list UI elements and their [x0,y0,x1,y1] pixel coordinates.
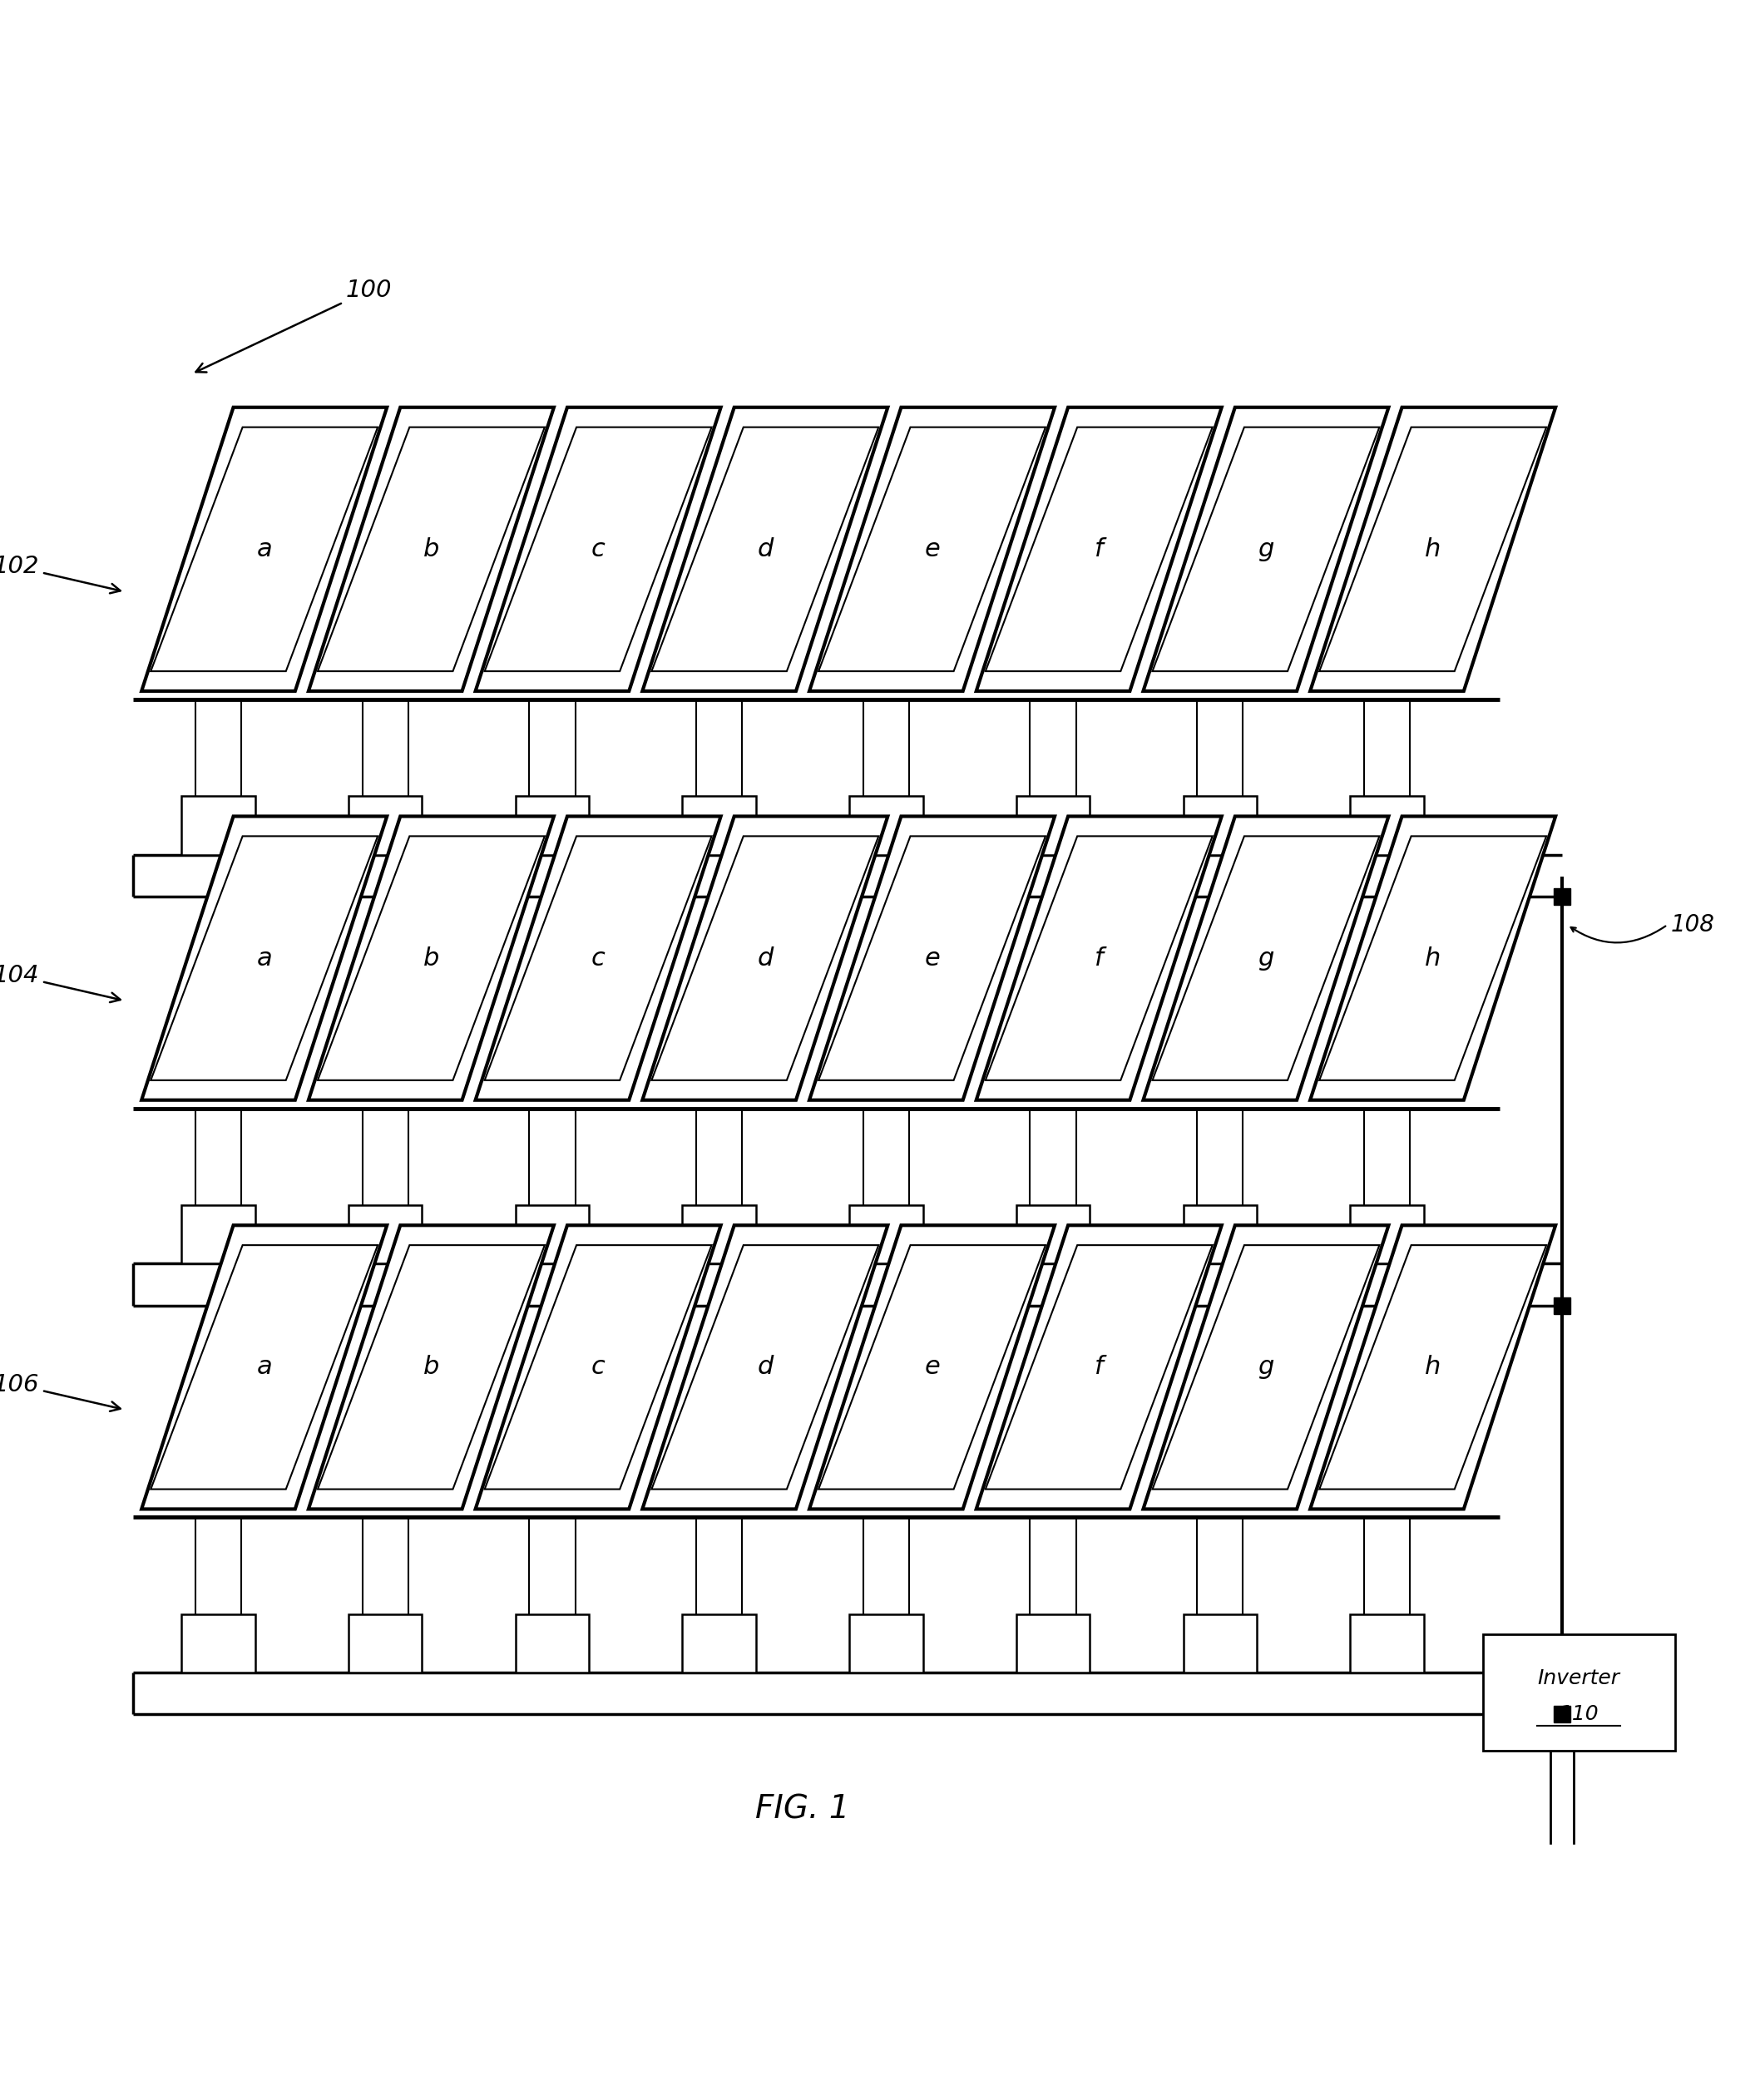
Bar [1016,1615,1089,1672]
Text: 110: 110 [1559,1703,1598,1724]
Text: 102: 102 [0,554,120,594]
Bar [348,1205,422,1264]
Bar [516,1205,590,1264]
Text: h: h [1426,947,1441,970]
Text: 106: 106 [0,1373,120,1411]
Text: 104: 104 [0,964,120,1002]
Polygon shape [810,817,1054,1100]
Bar [850,1615,922,1672]
Polygon shape [141,407,387,691]
Bar [850,796,922,855]
Bar [1554,1705,1570,1722]
Polygon shape [308,407,554,691]
Bar [1350,1615,1424,1672]
Text: c: c [591,538,605,561]
Bar [348,796,422,855]
Polygon shape [977,817,1221,1100]
Text: e: e [924,1354,940,1380]
Bar [1554,888,1570,905]
Bar [1350,796,1424,855]
Text: c: c [591,947,605,970]
Polygon shape [308,817,554,1100]
Polygon shape [1144,407,1389,691]
Polygon shape [642,817,887,1100]
Text: a: a [257,1354,273,1380]
Text: c: c [591,1354,605,1380]
Text: d: d [757,1354,773,1380]
Text: e: e [924,947,940,970]
Text: g: g [1258,538,1274,561]
Text: e: e [924,538,940,561]
Bar [181,1615,255,1672]
Polygon shape [475,1224,722,1510]
Text: d: d [757,538,773,561]
Polygon shape [810,407,1054,691]
Polygon shape [1144,817,1389,1100]
Polygon shape [977,407,1221,691]
Text: f: f [1095,538,1104,561]
Text: g: g [1258,1354,1274,1380]
Text: a: a [257,538,273,561]
Text: f: f [1095,1354,1104,1380]
Polygon shape [141,817,387,1100]
Bar [181,1205,255,1264]
Text: 108: 108 [1670,914,1714,937]
Bar [1183,1615,1257,1672]
Text: f: f [1095,947,1104,970]
Text: b: b [422,1354,440,1380]
Polygon shape [1144,1224,1389,1510]
Polygon shape [1309,1224,1556,1510]
Polygon shape [642,407,887,691]
Bar [850,1205,922,1264]
Bar [1016,1205,1089,1264]
Text: b: b [422,947,440,970]
Bar [683,1205,755,1264]
Polygon shape [1309,407,1556,691]
Bar [1554,1298,1570,1315]
Text: h: h [1426,1354,1441,1380]
Polygon shape [810,1224,1054,1510]
Text: g: g [1258,947,1274,970]
Polygon shape [141,1224,387,1510]
Polygon shape [1309,817,1556,1100]
Text: h: h [1426,538,1441,561]
Text: 100: 100 [195,279,392,372]
Polygon shape [642,1224,887,1510]
Text: d: d [757,947,773,970]
Bar [683,796,755,855]
Text: FIG. 1: FIG. 1 [755,1793,850,1825]
Bar [1484,1634,1676,1751]
Bar [516,796,590,855]
Bar [1183,796,1257,855]
Bar [1016,796,1089,855]
Bar [516,1615,590,1672]
Text: a: a [257,947,273,970]
Bar [1350,1205,1424,1264]
Bar [181,796,255,855]
Polygon shape [475,407,722,691]
Bar [683,1615,755,1672]
Polygon shape [308,1224,554,1510]
Polygon shape [475,817,722,1100]
Text: Inverter: Inverter [1538,1670,1621,1688]
Polygon shape [977,1224,1221,1510]
Bar [348,1615,422,1672]
Text: b: b [422,538,440,561]
Bar [1183,1205,1257,1264]
